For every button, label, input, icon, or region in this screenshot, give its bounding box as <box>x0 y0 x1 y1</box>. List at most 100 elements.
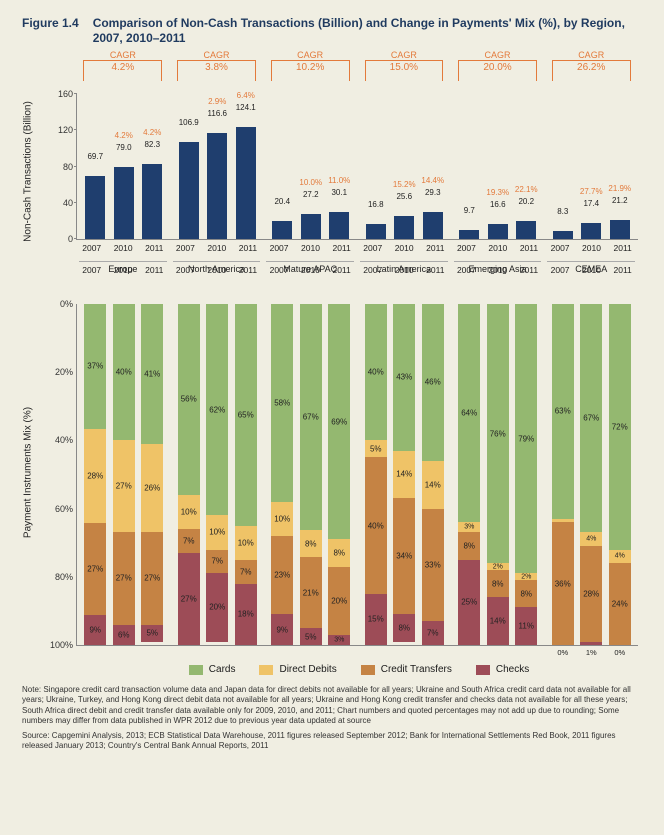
legend-cards: Cards <box>189 664 236 675</box>
growth-label: 19.3% <box>486 188 509 197</box>
growth-label: 4.2% <box>115 131 133 140</box>
segment-label: 7% <box>235 567 257 576</box>
bar: 82.34.2% <box>142 164 162 239</box>
stacked-bar: 76%2%8%14% <box>487 304 509 645</box>
segment-credit_transfers: 8% <box>487 570 509 597</box>
segment-checks: 3% <box>328 635 350 645</box>
segment-label: 46% <box>422 378 444 387</box>
segment-label: 8% <box>393 623 415 632</box>
segment-direct_debits: 10% <box>271 502 293 536</box>
segment-label: 8% <box>487 579 509 588</box>
segment-credit_transfers: 7% <box>206 550 228 574</box>
bar-value-label: 69.7 <box>87 152 103 161</box>
segment-label: 0% <box>609 648 631 657</box>
segment-cards: 67% <box>300 304 322 530</box>
segment-label: 56% <box>178 395 200 404</box>
bar: 69.7 <box>85 176 105 239</box>
cagr-label: CAGR <box>544 50 638 60</box>
non-cash-transactions-chart: Non-Cash Transactions (Billion) CAGR 4.2… <box>76 56 638 276</box>
bar-value-label: 124.1 <box>236 103 256 112</box>
bar-value-label: 29.3 <box>425 188 441 197</box>
bar: 124.16.4% <box>236 127 256 239</box>
growth-label: 14.4% <box>421 176 444 185</box>
region-bar-group: 106.9 116.6 2.9% 124.16.4% <box>171 94 265 239</box>
segment-checks: 7% <box>422 621 444 645</box>
stacked-bar: 79%2%8%11% <box>515 304 537 645</box>
segment-credit_transfers: 7% <box>178 529 200 553</box>
segment-label: 25% <box>458 598 480 607</box>
year-label: 2007 <box>551 262 570 282</box>
stacked-bar: 69%8%20%3% <box>328 304 350 645</box>
segment-checks: 9% <box>84 615 106 645</box>
bottom-x-region: 200720102011 <box>263 262 357 282</box>
segment-label: 7% <box>422 629 444 638</box>
stacked-region-group: 64%3%8%25%76%2%8%14%79%2%8%11% <box>451 304 545 645</box>
segment-direct_debits: 8% <box>300 530 322 557</box>
stacked-bar: 63%1%36%0% <box>552 304 574 645</box>
bar-value-label: 106.9 <box>179 118 199 127</box>
segment-label: 64% <box>458 409 480 418</box>
segment-cards: 37% <box>84 304 106 429</box>
segment-label: 10% <box>206 528 228 537</box>
segment-label: 15% <box>365 615 387 624</box>
segment-credit_transfers: 36% <box>552 522 574 645</box>
bar-value-label: 20.2 <box>518 197 534 206</box>
segment-label: 21% <box>300 588 322 597</box>
segment-checks: 9% <box>271 614 293 645</box>
cagr-value: 20.0% <box>451 62 545 73</box>
segment-label: 72% <box>609 422 631 431</box>
segment-label: 65% <box>235 410 257 419</box>
bar: 25.615.2% <box>394 216 414 239</box>
segment-label: 14% <box>422 480 444 489</box>
segment-label: 20% <box>328 596 350 605</box>
segment-checks: 5% <box>300 628 322 645</box>
stacked-region-group: 37%28%27%9%40%27%27%6%41%26%27%5% <box>77 304 171 645</box>
year-label: 2007 <box>457 262 476 282</box>
bar-value-label: 116.6 <box>208 109 227 118</box>
top-y-tick: 0 <box>47 234 73 244</box>
segment-label: 9% <box>271 625 293 634</box>
year-label: 2011 <box>145 262 163 282</box>
top-y-tick: 40 <box>47 198 73 208</box>
bar-value-label: 27.2 <box>303 190 319 199</box>
segment-label: 76% <box>487 429 509 438</box>
cagr-value: 4.2% <box>76 62 170 73</box>
segment-label: 27% <box>178 594 200 603</box>
cagr-value: 3.8% <box>170 62 264 73</box>
segment-checks: 5% <box>141 625 163 642</box>
segment-label: 40% <box>365 521 387 530</box>
segment-label: 0% <box>552 648 574 657</box>
segment-direct_debits: 8% <box>328 539 350 566</box>
segment-direct_debits: 4% <box>580 532 602 546</box>
legend-label-direct-debits: Direct Debits <box>279 664 336 675</box>
figure-heading: Figure 1.4 Comparison of Non-Cash Transa… <box>22 16 642 46</box>
segment-credit_transfers: 27% <box>84 523 106 614</box>
segment-checks: 11% <box>515 607 537 645</box>
swatch-credit-transfers <box>361 665 375 675</box>
year-label: 2010 <box>488 262 507 282</box>
bottom-y-axis-label: Payment Instruments Mix (%) <box>23 407 34 538</box>
segment-credit_transfers: 23% <box>271 536 293 614</box>
stacked-bar: 40% 5% 40% 15% <box>365 304 387 645</box>
stacked-region-group: 40%5%40%15%43%14%34%8%46%14%33%7% <box>358 304 452 645</box>
bar: 79.04.2% <box>114 167 134 239</box>
segment-cards: 67% <box>580 304 602 532</box>
segment-label: 1% <box>580 648 602 657</box>
segment-cards: 40% <box>113 304 135 440</box>
top-y-axis-label: Non-Cash Transactions (Billion) <box>23 101 34 242</box>
segment-credit_transfers: 21% <box>300 557 322 628</box>
bottom-x-region: 200720102011 <box>544 262 638 282</box>
bar: 9.7 <box>459 230 479 239</box>
bottom-x-region: 200720102011 <box>451 262 545 282</box>
growth-label: 2.9% <box>208 97 226 106</box>
segment-label: 9% <box>84 625 106 634</box>
stacked-bar: 67%4%28%1% <box>580 304 602 645</box>
segment-label: 27% <box>84 565 106 574</box>
bottom-x-region: 200720102011 <box>170 262 264 282</box>
year-label: 2007 <box>363 262 382 282</box>
bottom-y-tick: 0% <box>43 299 76 309</box>
segment-cards: 40% <box>365 304 387 440</box>
region-bar-group: 20.427.210.0%30.111.0% <box>264 94 358 239</box>
legend-direct-debits: Direct Debits <box>259 664 336 675</box>
segment-label: 5% <box>365 444 387 453</box>
